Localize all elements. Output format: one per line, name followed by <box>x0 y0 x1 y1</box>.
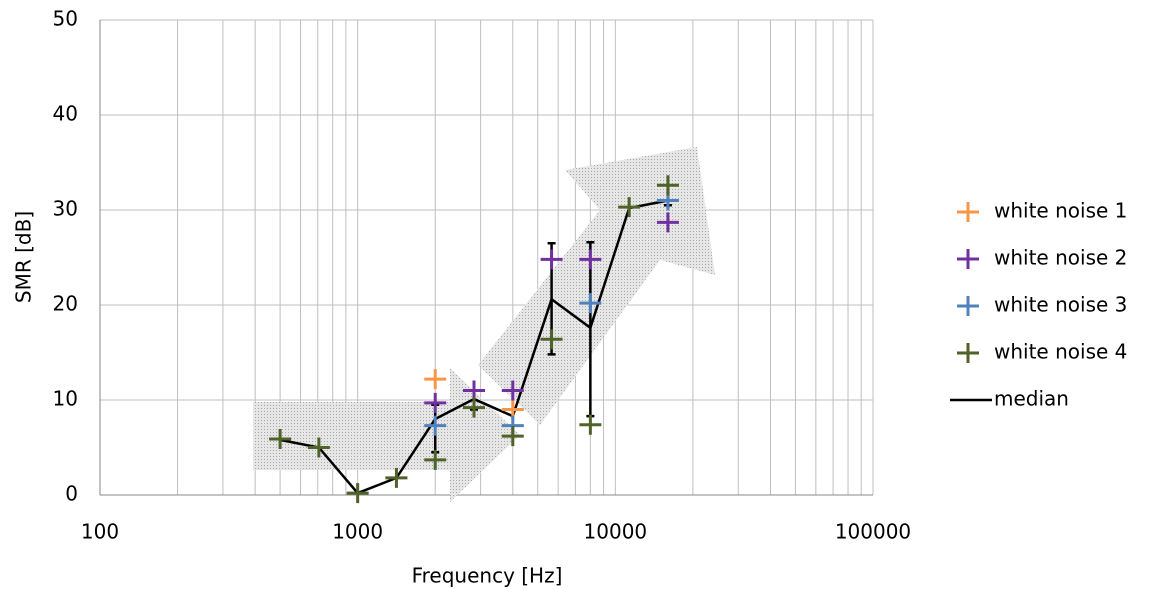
point <box>656 212 679 233</box>
x-tick-label: 100 <box>81 520 119 544</box>
legend-label: white noise 3 <box>994 293 1127 317</box>
point <box>579 414 602 435</box>
point <box>424 392 447 413</box>
point <box>462 397 485 418</box>
point <box>346 483 369 504</box>
y-tick-label: 50 <box>53 7 78 31</box>
point <box>385 467 408 488</box>
x-tick-label: 1000 <box>332 520 383 544</box>
x-axis-label: Frequency [Hz] <box>412 564 563 588</box>
legend-label: white noise 1 <box>994 199 1127 223</box>
legend-label: white noise 4 <box>994 340 1127 364</box>
point <box>656 175 679 196</box>
point <box>540 249 563 270</box>
y-tick-label: 40 <box>53 102 78 126</box>
y-tick-label: 20 <box>53 292 78 316</box>
arrow-horizontal <box>253 368 520 502</box>
point <box>307 437 330 458</box>
point <box>269 428 292 449</box>
point <box>501 380 524 401</box>
legend-marker <box>957 343 979 363</box>
point <box>424 369 447 390</box>
legend-marker <box>957 296 979 316</box>
point <box>501 426 524 447</box>
legend-marker <box>957 202 979 222</box>
legend-label: median <box>994 387 1069 411</box>
point <box>462 380 485 401</box>
point <box>424 415 447 436</box>
arrow-diagonal <box>478 147 715 425</box>
legend-marker <box>957 249 979 269</box>
legend-label: white noise 2 <box>994 246 1127 270</box>
y-tick-label: 30 <box>53 197 78 221</box>
y-tick-label: 10 <box>53 387 78 411</box>
point <box>540 329 563 350</box>
x-tick-label: 100000 <box>835 520 911 544</box>
plot <box>269 175 679 504</box>
y-tick-label: 0 <box>65 482 78 506</box>
point <box>618 197 641 218</box>
point <box>424 449 447 470</box>
point <box>579 293 602 314</box>
x-tick-label: 10000 <box>584 520 648 544</box>
point <box>579 249 602 270</box>
y-axis-label: SMR [dB] <box>12 211 36 303</box>
